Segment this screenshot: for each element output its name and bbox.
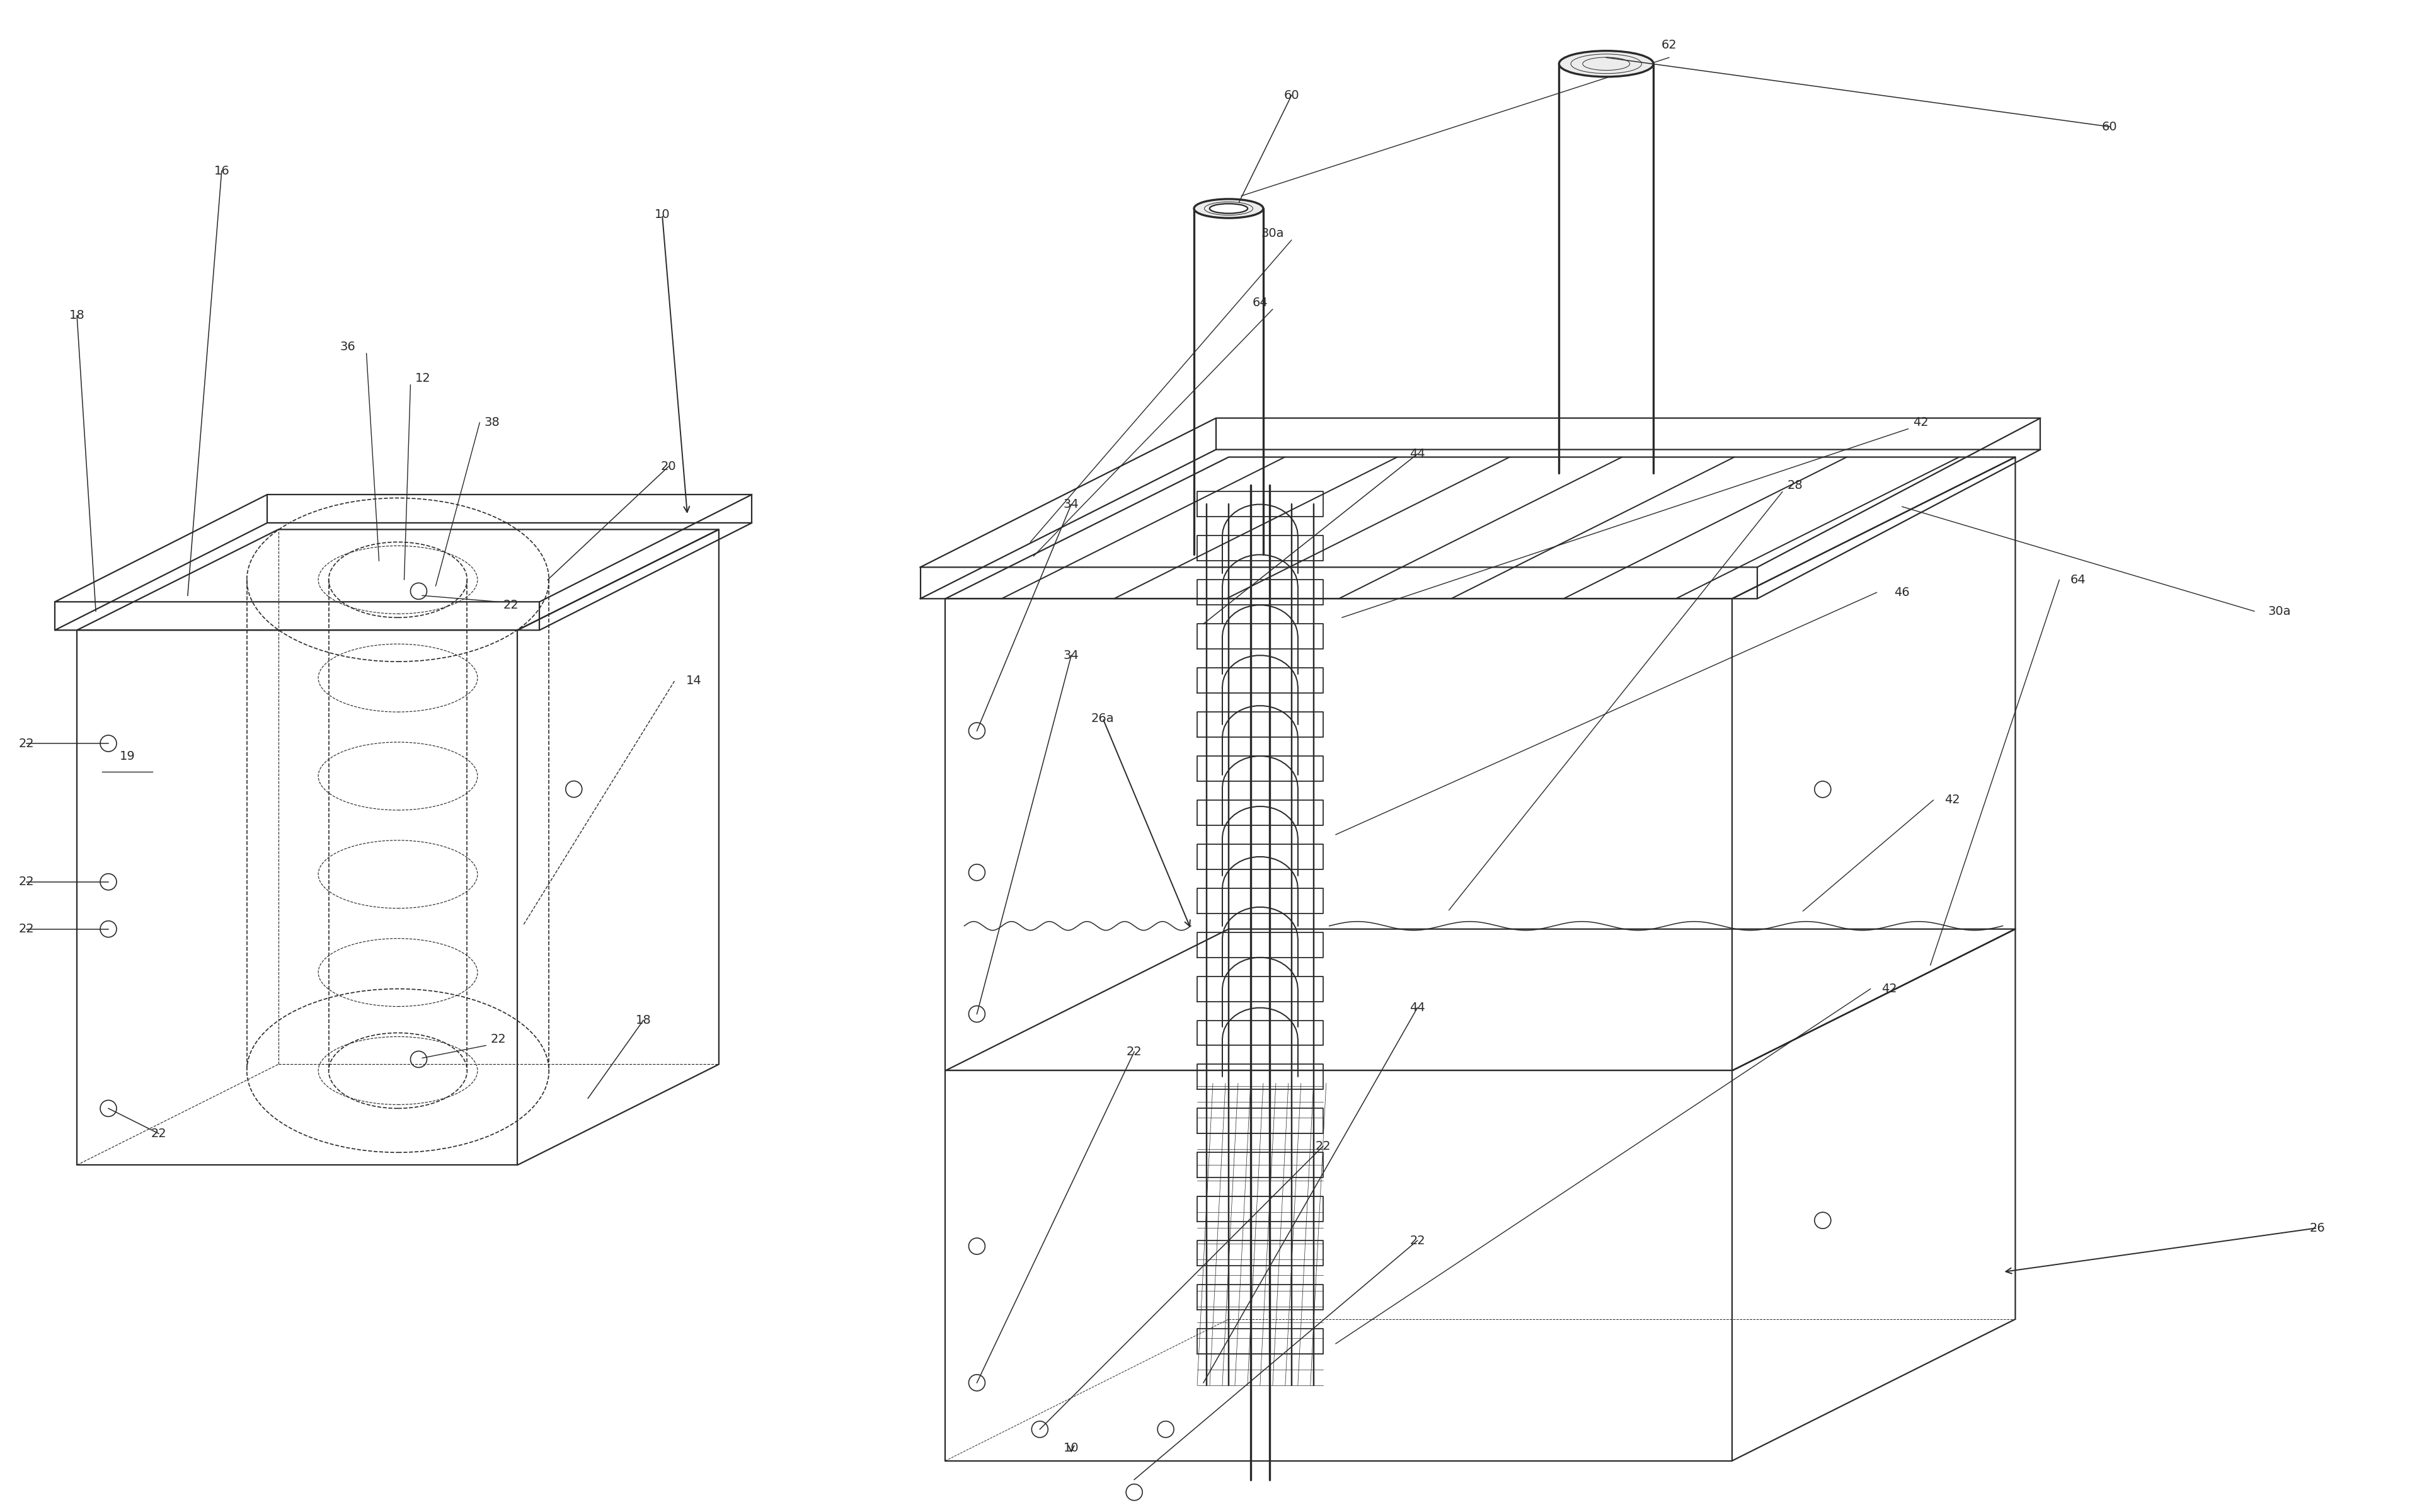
Text: 34: 34 [1063, 649, 1080, 661]
Text: 28: 28 [1787, 479, 1802, 491]
Text: 22: 22 [1410, 1235, 1424, 1246]
Text: 26: 26 [2311, 1222, 2325, 1234]
Text: 60: 60 [2102, 121, 2117, 133]
Text: 10: 10 [654, 209, 671, 221]
Text: 34: 34 [1063, 499, 1080, 510]
Text: 22: 22 [1126, 1046, 1143, 1058]
Text: 22: 22 [19, 922, 34, 934]
Text: 19: 19 [119, 750, 136, 762]
Text: 30a: 30a [2267, 605, 2291, 617]
Text: 14: 14 [685, 674, 702, 686]
Text: 64: 64 [2071, 575, 2085, 585]
Text: 42: 42 [1945, 794, 1959, 806]
Text: 22: 22 [1315, 1140, 1330, 1152]
Text: 44: 44 [1410, 1002, 1424, 1013]
Ellipse shape [1560, 51, 1654, 77]
Text: 60: 60 [1284, 89, 1298, 101]
Text: 20: 20 [661, 461, 676, 473]
Text: 62: 62 [1661, 39, 1676, 51]
Text: 18: 18 [70, 310, 85, 322]
Text: 22: 22 [19, 738, 34, 750]
Text: 22: 22 [19, 875, 34, 888]
Ellipse shape [1194, 200, 1264, 218]
Text: 10: 10 [1063, 1442, 1080, 1455]
Text: 30a: 30a [1262, 228, 1284, 240]
Text: 38: 38 [484, 416, 499, 428]
Text: 22: 22 [150, 1128, 167, 1140]
Text: 36: 36 [339, 342, 356, 352]
Text: 12: 12 [414, 372, 431, 384]
Text: 22: 22 [504, 599, 518, 611]
Text: 42: 42 [1882, 983, 1896, 995]
Text: 18: 18 [635, 1015, 652, 1027]
Text: 64: 64 [1252, 296, 1267, 308]
Text: 46: 46 [1894, 587, 1911, 599]
Text: 16: 16 [213, 165, 230, 177]
Text: 22: 22 [492, 1033, 506, 1045]
Text: 26a: 26a [1092, 712, 1114, 724]
Text: 42: 42 [1913, 416, 1928, 428]
Text: 44: 44 [1410, 448, 1424, 460]
Ellipse shape [1209, 204, 1247, 213]
